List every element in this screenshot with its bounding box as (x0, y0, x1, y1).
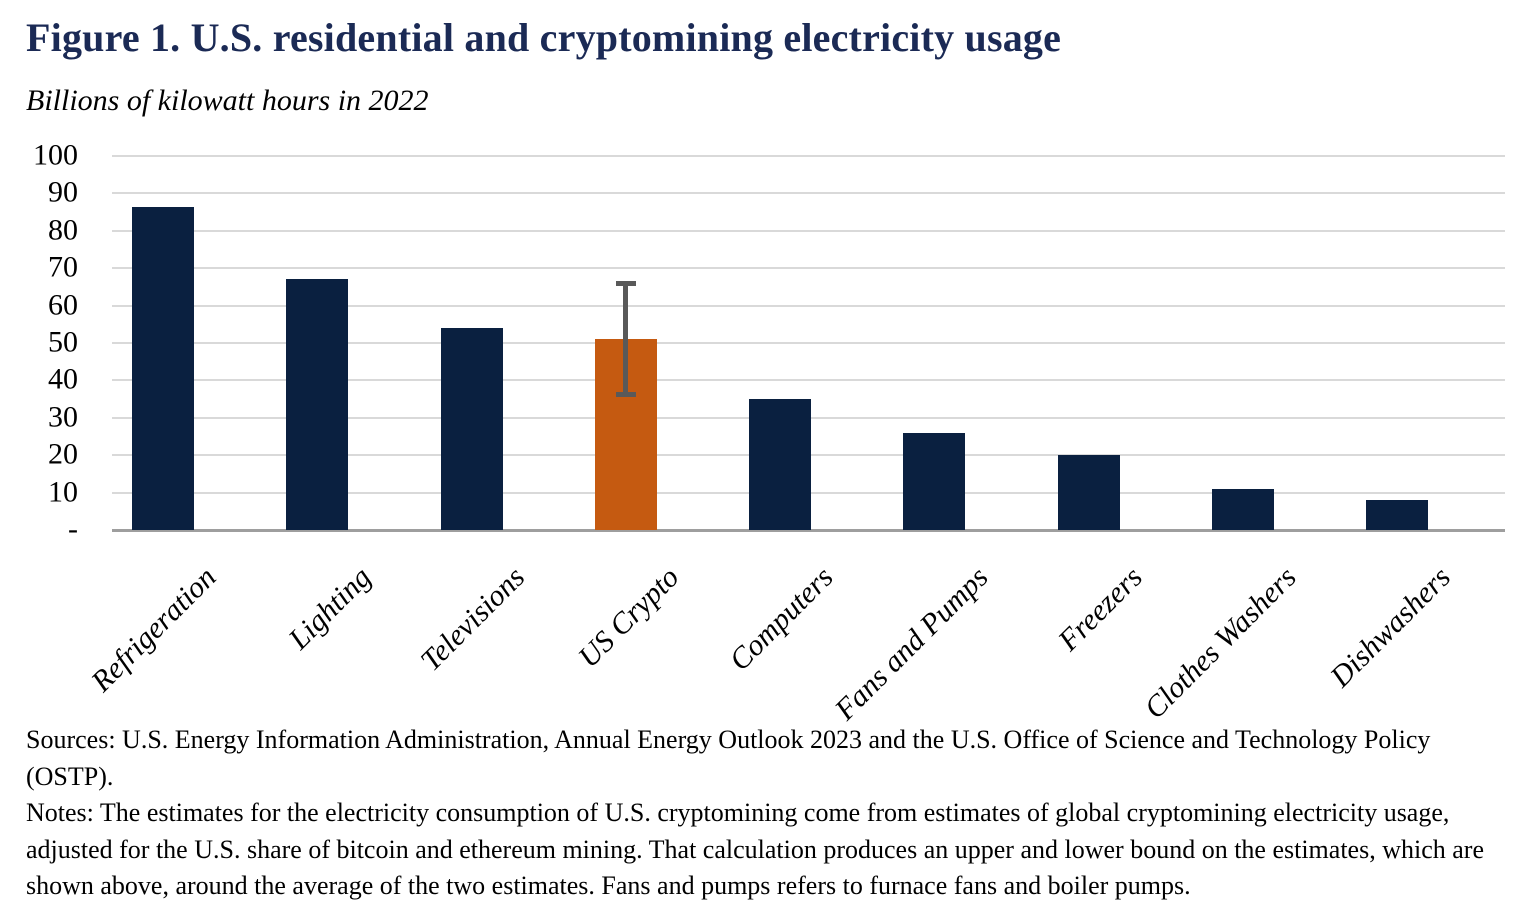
error-bar-line (623, 283, 629, 396)
bar-computers (749, 399, 811, 530)
gridline (112, 192, 1505, 195)
x-category-label: Refrigeration (85, 560, 223, 699)
gridline (112, 304, 1505, 307)
y-tick-label: 50 (48, 325, 78, 359)
y-tick-label: 70 (48, 250, 78, 284)
gridline (112, 229, 1505, 232)
x-category-label: Fans and Pumps (828, 560, 995, 727)
x-category-label: Televisions (414, 560, 532, 678)
y-tick-label: 10 (48, 474, 78, 508)
y-tick-label: 40 (48, 362, 78, 396)
x-category-label: Clothes Washers (1138, 560, 1303, 726)
gridline (112, 155, 1505, 157)
bar-dishwashers (1366, 500, 1428, 530)
y-tick-label: 90 (48, 175, 78, 209)
bar-clothes-washers (1211, 488, 1274, 530)
gridline (112, 379, 1505, 382)
x-axis-labels: Refrigeration Lighting Televisions US Crypt… (85, 540, 1505, 730)
bar-chart: - 10 20 30 40 50 60 70 80 90 100 Refrigeration Ligh… (0, 140, 1505, 730)
sources-text: Sources: U.S. Energy Information Adminis… (26, 725, 1431, 791)
y-tick-label: 30 (48, 400, 78, 434)
y-axis: - 10 20 30 40 50 60 70 80 90 100 (0, 140, 84, 544)
x-category-label: Computers (723, 560, 840, 678)
x-axis-line (112, 529, 1505, 532)
y-tick-label: 100 (33, 138, 78, 172)
bar-fans-and-pumps (903, 432, 966, 530)
bar-lighting (286, 279, 349, 530)
error-bar-cap-bottom (615, 392, 636, 398)
y-tick-label: - (68, 512, 78, 546)
gridline (112, 267, 1505, 270)
x-category-label: US Crypto (572, 560, 686, 675)
y-tick-label: 20 (48, 437, 78, 471)
bar-televisions (440, 328, 503, 530)
x-category-label: Lighting (281, 560, 378, 656)
x-category-label: Dishwashers (1323, 560, 1457, 694)
bar-refrigeration (132, 206, 194, 530)
y-tick-label: 80 (48, 213, 78, 247)
figure-title: Figure 1. U.S. residential and cryptomin… (26, 15, 1062, 60)
gridline (112, 342, 1505, 344)
footnotes: Sources: U.S. Energy Information Adminis… (26, 722, 1516, 901)
y-tick-label: 60 (48, 287, 78, 321)
plot-area (112, 155, 1505, 532)
notes-text: Notes: The estimates for the electricity… (26, 798, 1484, 900)
x-category-label: Freezers (1051, 560, 1149, 658)
bar-freezers (1057, 455, 1120, 530)
error-bar-cap-top (615, 281, 636, 287)
figure-subtitle: Billions of kilowatt hours in 2022 (26, 84, 429, 117)
